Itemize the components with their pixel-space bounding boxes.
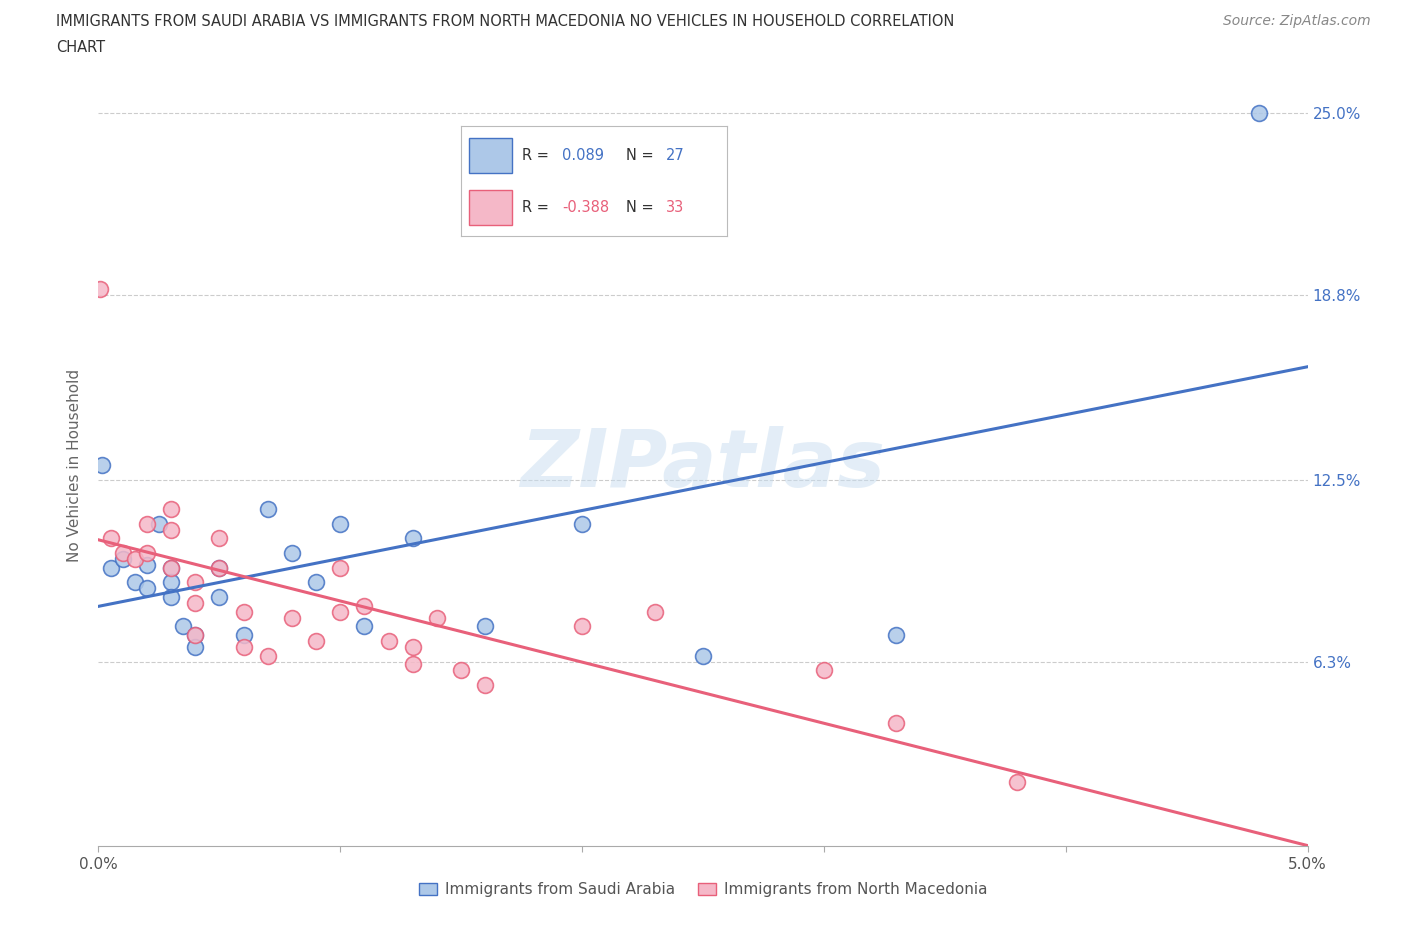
Point bbox=[172, 618, 194, 633]
Point bbox=[329, 516, 352, 531]
Point bbox=[402, 531, 425, 546]
Point bbox=[124, 551, 146, 566]
Point bbox=[256, 648, 278, 663]
Point bbox=[160, 590, 183, 604]
Point bbox=[208, 590, 231, 604]
Point bbox=[474, 678, 496, 693]
Point bbox=[305, 575, 328, 590]
Text: CHART: CHART bbox=[56, 40, 105, 55]
Point bbox=[692, 648, 714, 663]
Point bbox=[402, 640, 425, 655]
Point bbox=[135, 516, 157, 531]
Point bbox=[160, 575, 183, 590]
Point bbox=[474, 618, 496, 633]
Point bbox=[184, 640, 207, 655]
Point bbox=[232, 640, 254, 655]
Point bbox=[450, 663, 472, 678]
Point bbox=[135, 580, 157, 595]
Point bbox=[89, 282, 111, 297]
Point bbox=[184, 575, 207, 590]
Point bbox=[377, 633, 399, 648]
Point bbox=[329, 604, 352, 619]
Point bbox=[160, 501, 183, 516]
Y-axis label: No Vehicles in Household: No Vehicles in Household bbox=[67, 368, 83, 562]
Point bbox=[571, 618, 593, 633]
Point bbox=[208, 560, 231, 575]
Text: IMMIGRANTS FROM SAUDI ARABIA VS IMMIGRANTS FROM NORTH MACEDONIA NO VEHICLES IN H: IMMIGRANTS FROM SAUDI ARABIA VS IMMIGRAN… bbox=[56, 14, 955, 29]
Text: Source: ZipAtlas.com: Source: ZipAtlas.com bbox=[1223, 14, 1371, 28]
Point bbox=[1007, 775, 1029, 790]
Point bbox=[100, 560, 122, 575]
Point bbox=[571, 516, 593, 531]
Point bbox=[886, 716, 908, 731]
Point bbox=[160, 560, 183, 575]
Point bbox=[184, 595, 207, 610]
Point bbox=[329, 560, 352, 575]
Point bbox=[644, 604, 666, 619]
Point bbox=[148, 516, 170, 531]
Point bbox=[886, 628, 908, 643]
Text: ZIPatlas: ZIPatlas bbox=[520, 426, 886, 504]
Point bbox=[402, 657, 425, 671]
Point bbox=[208, 560, 231, 575]
Point bbox=[184, 628, 207, 643]
Point bbox=[111, 546, 134, 561]
Point bbox=[353, 598, 375, 613]
Point bbox=[208, 531, 231, 546]
Point bbox=[281, 610, 304, 625]
Point bbox=[353, 618, 375, 633]
Point bbox=[135, 546, 157, 561]
Point bbox=[232, 604, 254, 619]
Point bbox=[426, 610, 449, 625]
Point bbox=[813, 663, 835, 678]
Point bbox=[160, 522, 183, 537]
Point bbox=[281, 546, 304, 561]
Point bbox=[1249, 106, 1271, 121]
Point bbox=[100, 531, 122, 546]
Point bbox=[111, 551, 134, 566]
Legend: Immigrants from Saudi Arabia, Immigrants from North Macedonia: Immigrants from Saudi Arabia, Immigrants… bbox=[412, 876, 994, 903]
Point bbox=[305, 633, 328, 648]
Point bbox=[256, 501, 278, 516]
Point bbox=[184, 628, 207, 643]
Point bbox=[91, 458, 114, 472]
Point bbox=[160, 560, 183, 575]
Point bbox=[232, 628, 254, 643]
Point bbox=[135, 557, 157, 572]
Point bbox=[124, 575, 146, 590]
